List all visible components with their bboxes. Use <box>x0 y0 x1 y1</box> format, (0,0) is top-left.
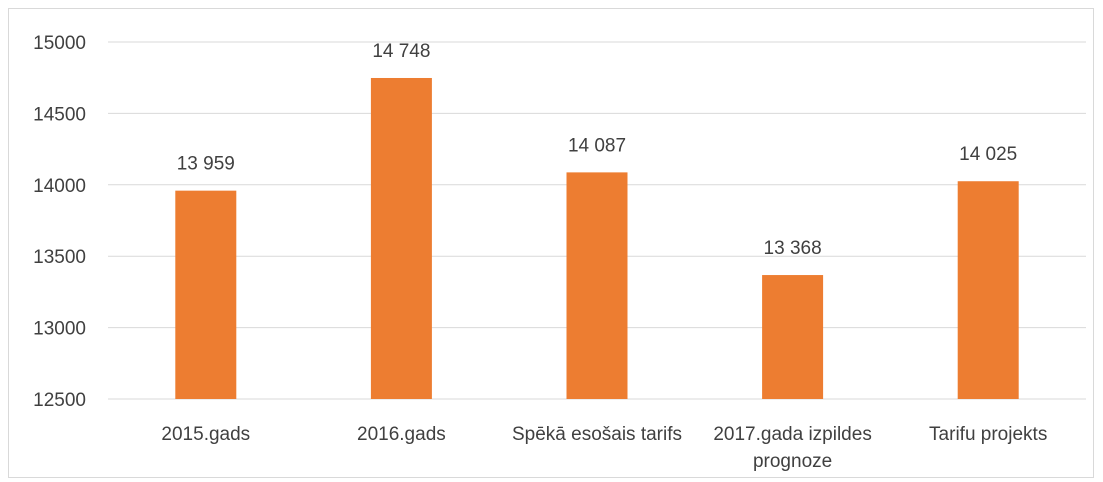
bar <box>370 77 432 400</box>
data-label: 13 959 <box>177 154 235 175</box>
bar <box>566 172 628 399</box>
y-tick-label: 14500 <box>33 104 86 125</box>
category-label: 2016.gads <box>357 424 446 445</box>
category-label: Spēkā esošais tarifs <box>512 424 682 445</box>
y-tick-label: 14000 <box>33 176 86 197</box>
x-axis-category-labels: 2015.gads 2016.gads Spēkā esošais tarifs 20… <box>161 424 1047 472</box>
data-label: 14 025 <box>959 144 1017 165</box>
category-label: 2015.gads <box>161 424 250 445</box>
bar <box>957 181 1019 399</box>
y-tick-label: 13500 <box>33 247 86 268</box>
bars <box>175 77 1019 400</box>
y-tick-label: 13000 <box>33 319 86 340</box>
y-tick-label: 12500 <box>33 390 86 411</box>
data-labels: 13 959 14 748 14 087 13 368 14 025 <box>177 41 1018 259</box>
category-label: prognoze <box>753 451 832 472</box>
y-tick-label: 15000 <box>33 33 86 54</box>
y-axis-tick-labels: 15000 14500 14000 13500 13000 12500 <box>33 33 86 411</box>
bar <box>175 190 237 399</box>
data-label: 13 368 <box>764 238 822 259</box>
data-label: 14 748 <box>372 41 430 62</box>
bar <box>762 275 824 399</box>
data-label: 14 087 <box>568 135 626 156</box>
category-label: 2017.gada izpildes <box>713 424 871 445</box>
category-label: Tarifu projekts <box>929 424 1047 445</box>
